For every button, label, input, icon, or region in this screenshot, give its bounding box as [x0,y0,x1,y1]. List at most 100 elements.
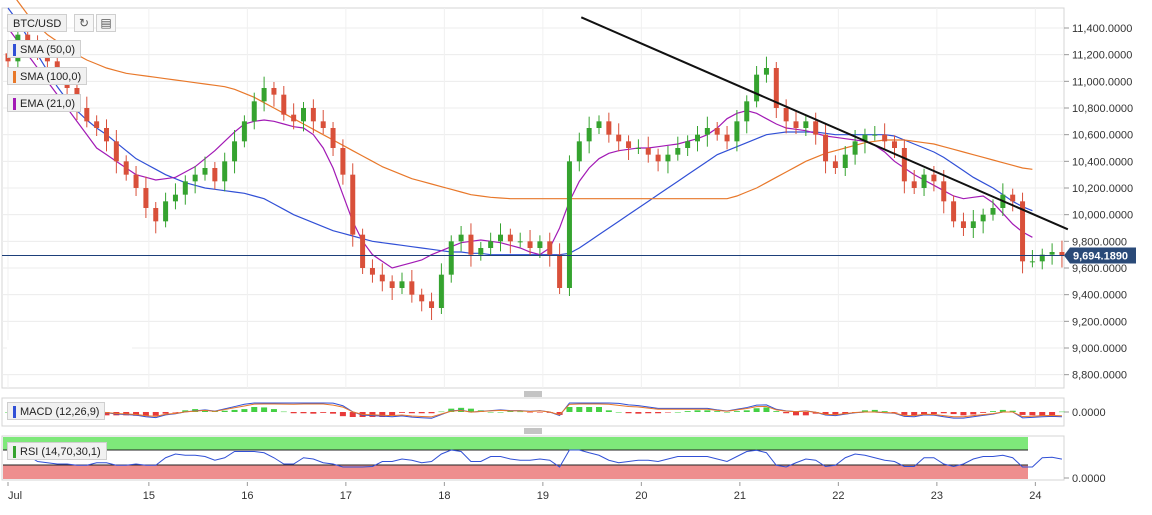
rsi-resize-handle[interactable] [524,428,542,434]
trendline [580,16,1069,231]
candle-body-up [261,88,267,102]
macd-histogram-bar [655,412,662,414]
macd-histogram-bar [743,410,750,412]
ema21-legend[interactable]: EMA (21,0) [7,94,82,112]
candle-body-up [872,134,878,136]
macd-histogram-bar [635,412,642,414]
sma50-legend[interactable]: SMA (50,0) [7,40,82,58]
macd-histogram-bar [930,412,937,415]
candle-body-up [685,141,691,148]
macd-histogram-bar [349,412,356,417]
candle-body-down [330,128,336,148]
time-tick-label: 22 [832,490,844,502]
macd-histogram-bar [674,412,681,413]
macd-histogram-bar [300,412,307,414]
candle-body-down [133,174,139,188]
macd-histogram-bar [950,412,957,415]
macd-histogram-bar [911,412,918,416]
macd-histogram-bar [960,412,967,416]
candle-body-up [842,154,848,168]
candle-body-up [763,68,769,75]
macd-histogram-bar [241,409,248,412]
candle-body-up [586,128,592,142]
candle-body-down [123,161,129,175]
candle-body-down [813,121,819,135]
candle-body-up [498,234,503,242]
macd-histogram-bar [389,412,396,416]
macd-histogram-bar [842,412,849,415]
candle-body-down [714,128,720,135]
sma100-legend[interactable]: SMA (100,0) [7,67,88,85]
candle-body-up [704,128,710,135]
candle-body-up [566,161,572,288]
candle-body-down [379,274,385,282]
macd-histogram-bar [822,412,829,415]
macd-histogram-bar [615,412,622,413]
candle-body-down [941,181,947,202]
candle-body-down [911,181,917,188]
macd-legend-text: MACD (12,26,9) [20,406,100,418]
time-tick-label: 18 [438,490,450,502]
rsi-zero-label: 0.0000 [1072,473,1106,485]
macd-histogram-bar [261,407,268,412]
candle-body-down [527,241,533,248]
candle-body-down [793,121,799,128]
macd-histogram-bar [280,411,287,413]
last-price-tag [1064,247,1136,264]
macd-histogram-bar [586,407,593,412]
candle-body-down [310,108,316,122]
candle-body-down [557,254,563,288]
candle-body-down [773,68,779,108]
rsi-legend[interactable]: RSI (14,70,30,1) [7,442,107,460]
macd-histogram-bar [1029,412,1036,416]
macd-histogram-bar [921,412,928,415]
macd-histogram-bar [418,412,425,414]
time-tick-label: 17 [340,490,352,502]
candle-body-down [369,268,375,275]
macd-histogram-bar [704,410,711,412]
candle-body-up [980,214,986,222]
macd-histogram-bar [625,412,632,414]
macd-histogram-bar [182,410,189,412]
time-tick-label: Jul [8,490,22,502]
price-tick-label: 10,800.0000 [1072,103,1133,115]
candle-body-up [970,221,976,228]
macd-histogram-bar [536,412,543,413]
macd-resize-handle[interactable] [524,391,542,397]
main-plot-area[interactable] [1,7,1065,389]
macd-histogram-bar [270,409,277,412]
candle-body-up [488,241,494,248]
fullscreen-icon[interactable]: ▤ [96,14,116,32]
refresh-icon[interactable]: ↻ [74,14,94,32]
price-tick-label: 8,800.0000 [1072,370,1127,382]
candle-body-up [301,108,306,122]
candle-body-down [340,148,346,175]
macd-legend[interactable]: MACD (12,26,9) [7,402,106,420]
candle-body-down [429,301,435,308]
time-tick-label: 19 [537,490,549,502]
time-tick-label: 24 [1029,490,1041,502]
macd-histogram-bar [783,412,790,414]
symbol-label[interactable]: BTC/USD [7,14,68,32]
macd-histogram-bar [221,410,228,412]
macd-histogram-bar [1019,412,1026,415]
price-tick-label: 9,600.0000 [1072,263,1127,275]
candle-body-down [882,134,888,142]
candle-body-down [212,168,218,182]
macd-signal-line [7,403,1062,418]
candle-body-up [478,248,484,255]
time-tick-label: 16 [241,490,253,502]
macd-histogram-bar [517,411,524,413]
candle-body-down [143,188,149,208]
sma50-line [7,7,1033,256]
macd-histogram-bar [1039,412,1046,416]
candle-body-down [616,134,622,142]
macd-histogram-bar [940,412,947,414]
price-tick-label: 10,200.0000 [1072,183,1133,195]
candle-body-down [271,88,277,95]
candle-body-down [626,141,632,148]
price-tick-label: 9,200.0000 [1072,316,1127,328]
candle-body-down [468,234,474,255]
macd-zero-label: 0.0000 [1072,407,1106,419]
